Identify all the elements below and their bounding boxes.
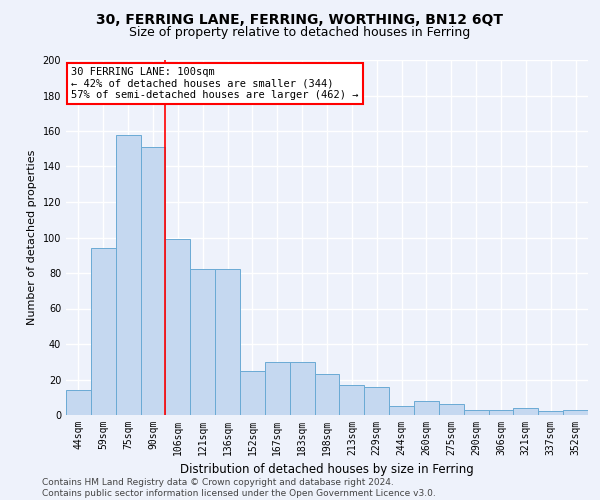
- Bar: [166, 240, 190, 415]
- Bar: [91, 248, 116, 415]
- Bar: [414, 401, 439, 415]
- Bar: [290, 362, 314, 415]
- Text: Size of property relative to detached houses in Ferring: Size of property relative to detached ho…: [130, 26, 470, 39]
- Bar: [364, 386, 389, 415]
- Bar: [265, 362, 290, 415]
- Bar: [439, 404, 464, 415]
- Bar: [215, 270, 240, 415]
- Bar: [340, 385, 364, 415]
- Bar: [240, 370, 265, 415]
- Text: 30, FERRING LANE, FERRING, WORTHING, BN12 6QT: 30, FERRING LANE, FERRING, WORTHING, BN1…: [97, 12, 503, 26]
- Bar: [314, 374, 340, 415]
- Text: Contains HM Land Registry data © Crown copyright and database right 2024.
Contai: Contains HM Land Registry data © Crown c…: [42, 478, 436, 498]
- Bar: [66, 390, 91, 415]
- X-axis label: Distribution of detached houses by size in Ferring: Distribution of detached houses by size …: [180, 464, 474, 476]
- Bar: [563, 410, 588, 415]
- Y-axis label: Number of detached properties: Number of detached properties: [27, 150, 37, 325]
- Bar: [514, 408, 538, 415]
- Bar: [116, 134, 140, 415]
- Bar: [190, 270, 215, 415]
- Text: 30 FERRING LANE: 100sqm
← 42% of detached houses are smaller (344)
57% of semi-d: 30 FERRING LANE: 100sqm ← 42% of detache…: [71, 67, 359, 100]
- Bar: [464, 410, 488, 415]
- Bar: [488, 410, 514, 415]
- Bar: [389, 406, 414, 415]
- Bar: [538, 412, 563, 415]
- Bar: [140, 147, 166, 415]
